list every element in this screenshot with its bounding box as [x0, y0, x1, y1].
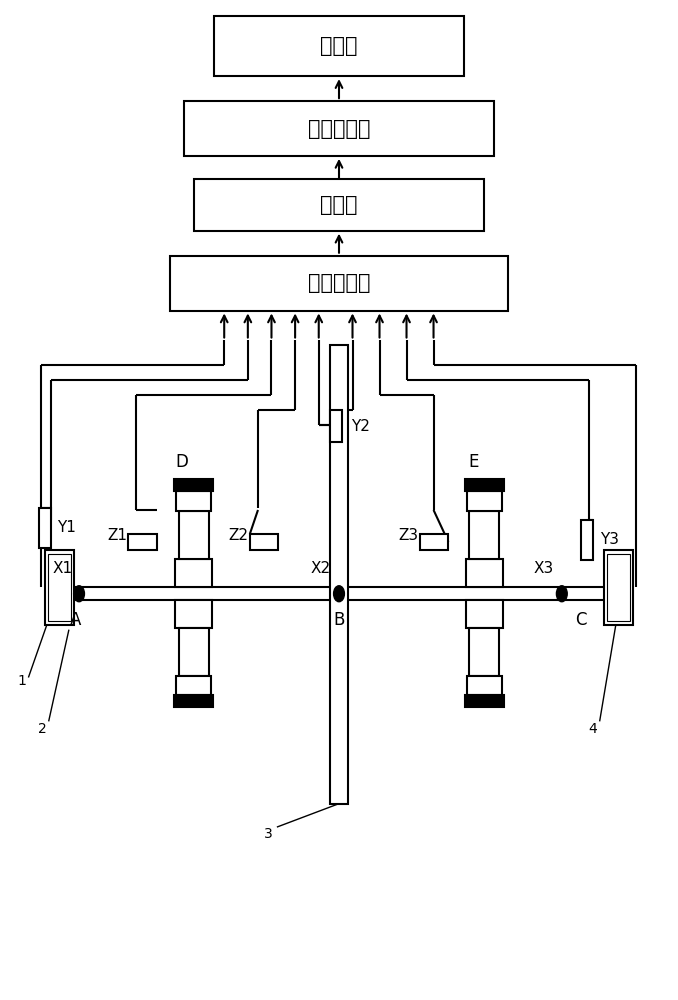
Bar	[464, 479, 504, 491]
Text: 数据采集卡: 数据采集卡	[308, 119, 370, 139]
Text: 3: 3	[264, 827, 273, 841]
Bar	[175, 559, 212, 587]
Text: X1: X1	[52, 561, 73, 576]
Text: C: C	[575, 611, 586, 629]
Text: A: A	[70, 611, 81, 629]
Circle shape	[74, 586, 85, 602]
Bar	[464, 695, 504, 707]
Text: B: B	[334, 611, 344, 629]
Text: Z2: Z2	[228, 528, 249, 543]
Bar	[45, 550, 74, 625]
Circle shape	[334, 586, 344, 602]
Bar	[39, 508, 51, 548]
Bar	[466, 491, 502, 511]
Bar	[194, 179, 484, 231]
Text: 1: 1	[17, 674, 26, 688]
Text: Z1: Z1	[107, 528, 127, 543]
Bar	[466, 676, 502, 695]
Text: Z3: Z3	[399, 528, 419, 543]
Text: 2: 2	[37, 722, 46, 736]
Text: 信号放大器: 信号放大器	[308, 273, 370, 293]
Text: 滤波器: 滤波器	[320, 195, 358, 215]
Bar	[250, 534, 278, 550]
Text: Y3: Y3	[600, 532, 619, 547]
Bar	[176, 676, 212, 695]
Bar	[174, 479, 214, 491]
Bar	[581, 520, 593, 560]
Bar	[330, 345, 348, 804]
Bar	[330, 410, 342, 442]
Bar	[179, 511, 209, 559]
Bar	[469, 511, 499, 559]
Text: X2: X2	[311, 561, 331, 576]
Text: Y2: Y2	[351, 419, 370, 434]
Bar	[469, 628, 499, 676]
Text: 计算机: 计算机	[320, 36, 358, 56]
Bar	[214, 16, 464, 76]
Text: X3: X3	[534, 561, 554, 576]
Text: D: D	[175, 453, 188, 471]
Bar	[420, 534, 448, 550]
Bar	[170, 256, 508, 311]
Bar	[48, 554, 71, 621]
Circle shape	[557, 586, 567, 602]
Bar	[174, 695, 214, 707]
Bar	[184, 101, 494, 156]
Text: 4: 4	[588, 722, 597, 736]
Bar	[607, 554, 630, 621]
Bar	[179, 628, 209, 676]
Text: Y1: Y1	[57, 520, 76, 535]
Bar	[466, 600, 503, 628]
Bar	[176, 491, 212, 511]
Bar	[128, 534, 157, 550]
Text: E: E	[469, 453, 479, 471]
Bar	[175, 600, 212, 628]
Bar	[466, 559, 503, 587]
Bar	[604, 550, 633, 625]
